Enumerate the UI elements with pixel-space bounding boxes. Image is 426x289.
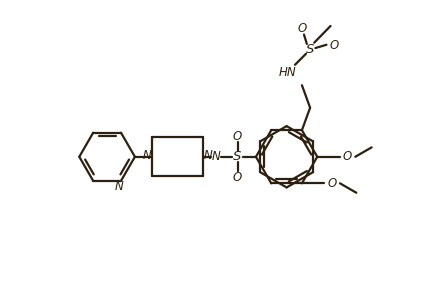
Text: S: S xyxy=(233,150,242,163)
Text: O: O xyxy=(233,130,242,143)
Text: S: S xyxy=(306,43,314,56)
Text: O: O xyxy=(233,171,242,184)
Text: O: O xyxy=(329,39,338,52)
Text: HN: HN xyxy=(279,66,296,79)
Text: O: O xyxy=(343,150,352,163)
Text: N: N xyxy=(143,149,151,162)
Text: N: N xyxy=(115,180,124,193)
Text: N: N xyxy=(212,150,221,163)
Text: N: N xyxy=(204,149,212,162)
Text: O: O xyxy=(327,177,337,190)
Text: O: O xyxy=(297,22,307,35)
